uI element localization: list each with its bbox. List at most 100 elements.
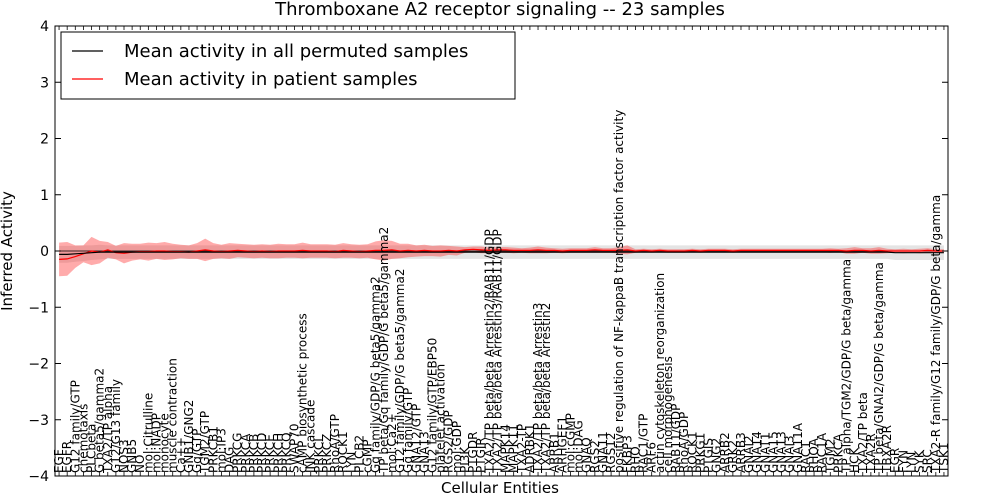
category-label: SWAP70: [288, 423, 302, 473]
category-label: NO: [133, 455, 147, 473]
y-tick-label: −2: [28, 357, 49, 373]
category-label: TXA2/TP beta: [856, 392, 870, 474]
category-label: RAB11/GDP: [669, 404, 683, 473]
confidence-bands: [59, 236, 944, 277]
category-label: G12 family/GDP/G beta5/gamma2: [393, 269, 407, 473]
category-label: EGR: [888, 448, 902, 473]
category-label: PLCB2: [352, 435, 366, 473]
category-label: RhoA/GDP: [677, 412, 691, 473]
category-label: GNB1/GNG2: [182, 400, 196, 473]
category-label: TXA2/TP alpha: [101, 386, 115, 474]
category-label: chemotaxis: [76, 404, 90, 473]
category-label: TGM2/GTP: [198, 411, 212, 474]
category-label: RHO: [629, 446, 643, 473]
y-tick-label: 3: [40, 75, 49, 91]
category-label: RGS12: [604, 432, 618, 473]
category-label: RAC1A: [815, 432, 829, 473]
y-tick-label: 2: [40, 132, 49, 148]
y-tick-label: 1: [40, 188, 49, 204]
category-label: ARRB2: [718, 432, 732, 473]
category-label: MAPK14: [499, 424, 513, 473]
category-label: ARF6: [645, 442, 659, 473]
category-label: mol:IP3: [214, 428, 228, 473]
category-label: PRKCA: [831, 433, 845, 473]
category-label: PRKCQ: [279, 432, 293, 473]
category-label: RhoA/GTP: [328, 414, 342, 473]
category-label: TXA2/TP beta/beta Arrestin2: [539, 303, 553, 474]
category-label: Gq/GTP: [190, 429, 204, 473]
category-label: FYN: [896, 450, 910, 473]
category-label: TXA2/TP beta/beta Arrestin2/RAB11/GDP: [482, 229, 496, 474]
category-label: ADRBK1: [523, 423, 537, 473]
category-label: PRKCZ: [320, 434, 334, 473]
line-permuted: [59, 251, 944, 255]
category-label: GNA15: [767, 431, 781, 473]
category-label: TP alpha/TGM2/GDP/G beta/gamma: [840, 259, 854, 474]
category-label: JNK cascade: [304, 400, 318, 474]
category-label: PTGIR: [474, 437, 488, 473]
category-label: GNAQ: [580, 437, 594, 473]
category-label: PRKCG: [231, 433, 245, 473]
category-label: TXA2R: [864, 433, 878, 474]
category-label: LYN: [905, 452, 919, 473]
category-label: mol:Citrulline: [141, 393, 155, 473]
category-label: TGM2: [823, 438, 837, 474]
category-label: GNAT1: [758, 432, 772, 473]
category-label: RGS2/GDP: [442, 410, 456, 473]
y-tick-label: −4: [28, 469, 49, 485]
category-label: ARRB3: [734, 432, 748, 473]
category-label: EGF: [52, 449, 66, 473]
category-label: PI3K: [458, 446, 472, 473]
category-label: TXA2/TP beta/beta Arrestin3: [531, 303, 545, 474]
category-label: cell morphogenesis: [661, 356, 675, 473]
category-label: PRKCE: [263, 434, 277, 473]
category-label: TP beta/Gq family/GDP/G beta5/gamma2: [377, 227, 391, 474]
category-label: PRKCA: [239, 433, 253, 473]
line-patient: [59, 248, 944, 260]
category-label: MAPK11: [507, 424, 521, 473]
legend-label-permuted: Mean activity in all permuted samples: [124, 41, 468, 62]
category-label: PLCbeta: [85, 424, 99, 473]
category-label: PRKCD: [255, 433, 269, 473]
category-label: positive regulation of NF-kappaB transcr…: [612, 110, 626, 473]
category-label: RAC1: [799, 441, 813, 473]
category-label: muscle contraction: [166, 358, 180, 473]
category-label: ARRB1: [547, 432, 561, 473]
category-label: HCK: [848, 447, 862, 473]
category-label: LYN: [344, 452, 358, 473]
category-label: GNA11A: [791, 422, 805, 473]
category-label: PRKCB: [247, 434, 261, 473]
legend: Mean activity in all permuted samples Me…: [60, 31, 516, 100]
category-label: GNA11: [596, 431, 610, 473]
category-label: NOS3: [117, 439, 131, 473]
band-patient: [59, 236, 944, 277]
y-tick-label: 0: [40, 244, 49, 260]
category-label: platelet activation: [434, 364, 448, 473]
category-label: GNA13: [417, 431, 431, 473]
category-label: GNA12/GTP: [409, 404, 423, 473]
category-label: GRK2: [726, 440, 740, 473]
category-label: mol:Ca2+: [385, 413, 399, 473]
category-label: monocyte: [158, 413, 172, 473]
category-label: PTGDR: [466, 432, 480, 473]
category-label: GNB5: [125, 439, 139, 473]
category-label: GNA14: [750, 431, 764, 473]
category-label: TXA2-TP: [515, 424, 529, 474]
category-label: cGMP: [361, 440, 375, 474]
category-label: PRKCI: [312, 438, 326, 473]
category-label: G12/G13 family: [109, 379, 123, 473]
y-tick-label: 4: [40, 19, 49, 35]
category-label: cAMP biosynthetic process: [296, 313, 310, 473]
category-label: RHOA: [807, 437, 821, 473]
chart-title: Thromboxane A2 receptor signaling -- 23 …: [274, 0, 725, 20]
category-label: Gq family/GDP/G beta5/gamma2: [369, 276, 383, 473]
category-label: PTGIS: [702, 438, 716, 473]
legend-label-patient: Mean activity in patient samples: [124, 69, 418, 90]
category-label: TP beta/GNAI2/GDP/G beta/gamma: [872, 262, 886, 474]
category-label: G beta5/gamma2: [93, 368, 107, 473]
category-label: GNG2: [710, 438, 724, 473]
category-label: FKBP3: [620, 435, 634, 473]
band-permuted: [59, 244, 944, 263]
